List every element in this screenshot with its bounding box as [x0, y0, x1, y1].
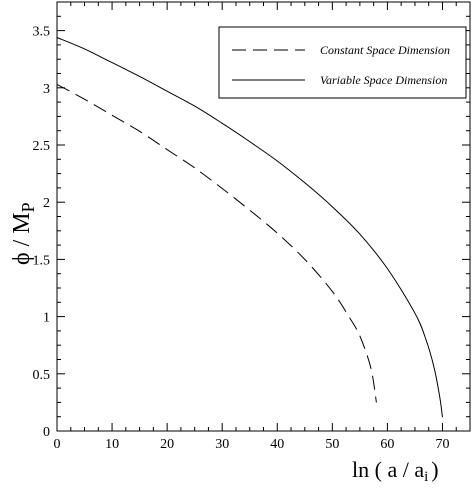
y-tick-label: 0.5: [33, 368, 51, 383]
x-tick-label: 60: [380, 437, 394, 452]
y-tick-label: 3.5: [33, 25, 51, 40]
x-tick-label: 30: [215, 437, 229, 452]
y-axis-title-main: ϕ / M: [9, 212, 35, 265]
x-axis-title: ln ( a / ai): [352, 457, 439, 485]
series-lines: [56, 37, 443, 418]
legend-label-constant: Constant Space Dimension: [320, 43, 450, 57]
axis-ticks: 0 10 20 30 40 50 60 70 0 0.5 1 1.5 2 2.5 3 3.5: [33, 1, 471, 452]
legend: Constant Space Dimension Variable Space …: [218, 26, 467, 99]
y-tick-label: 3: [43, 82, 50, 97]
x-tick-label: 20: [160, 437, 174, 452]
series-line-constant: [56, 83, 377, 403]
x-axis-title-main: ln ( a / a: [352, 457, 424, 482]
series-line-variable: [56, 37, 443, 418]
y-tick-label: 0: [43, 425, 50, 440]
x-tick-label: 50: [325, 437, 339, 452]
y-axis-title-sub: P: [18, 202, 38, 212]
legend-box: [218, 26, 467, 99]
x-axis-title-close: ): [431, 457, 438, 482]
x-tick-label: 70: [435, 437, 449, 452]
y-tick-label: 2: [43, 196, 50, 211]
y-tick-label: 2.5: [33, 139, 51, 154]
x-axis-title-sub: i: [424, 469, 428, 485]
x-tick-label: 0: [54, 437, 61, 452]
y-axis-title: ϕ / MP: [9, 202, 38, 265]
x-tick-label: 40: [270, 437, 284, 452]
y-tick-label: 1.5: [33, 253, 51, 268]
x-tick-label: 10: [105, 437, 119, 452]
y-tick-label: 1: [43, 311, 50, 326]
legend-label-variable: Variable Space Dimension: [320, 73, 447, 87]
